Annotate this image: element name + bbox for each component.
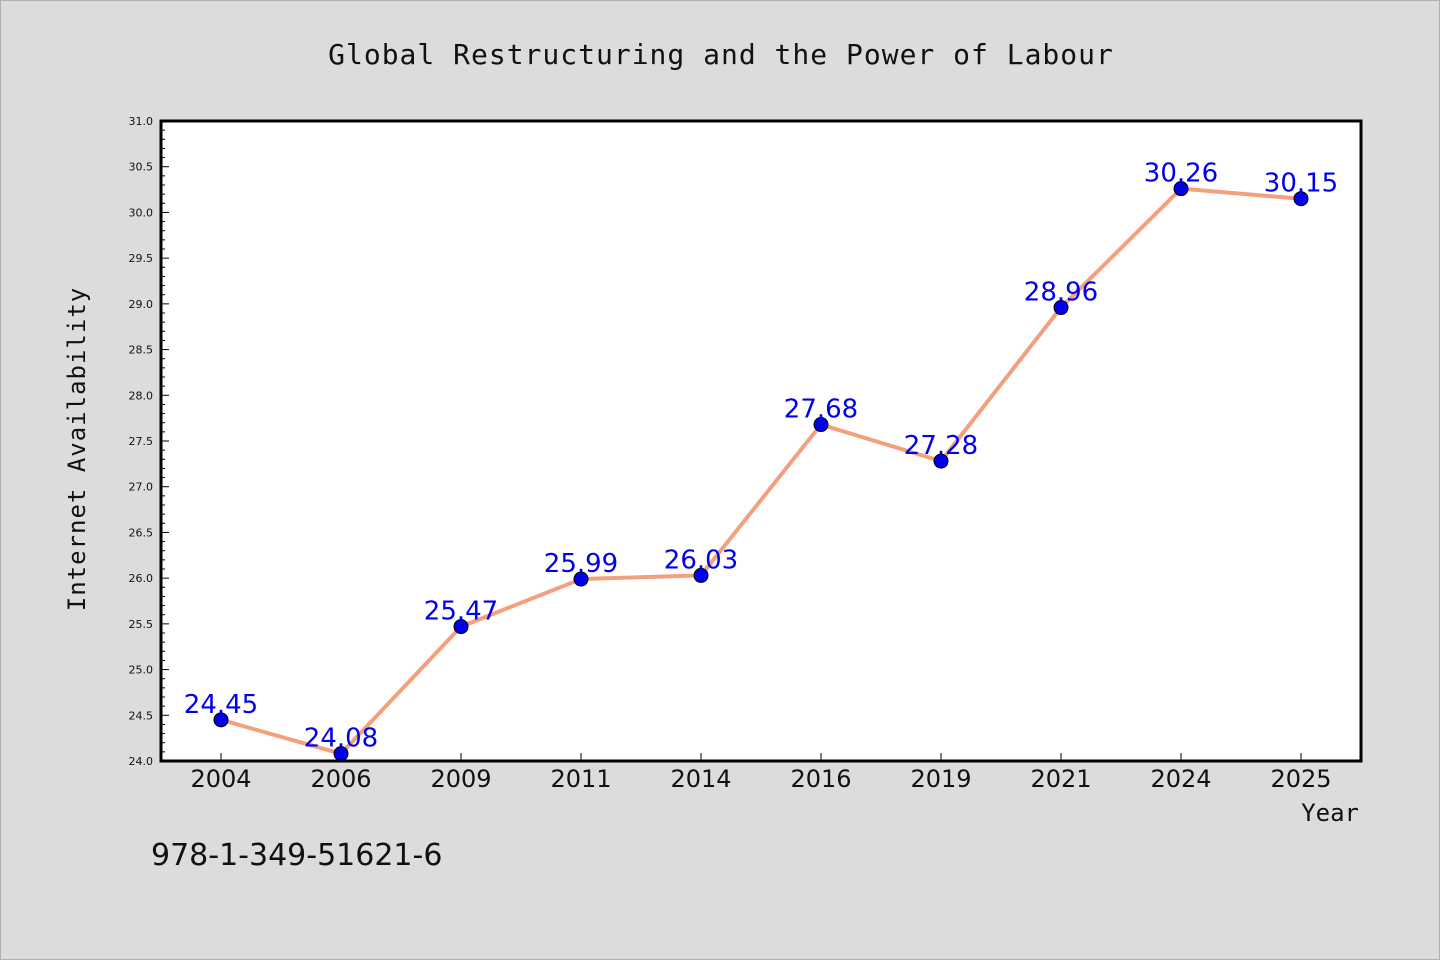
data-point xyxy=(453,619,469,635)
data-label: 24.08 xyxy=(304,724,378,754)
data-label: 27.68 xyxy=(784,395,858,425)
chart-title: Global Restructuring and the Power of La… xyxy=(328,38,1114,71)
y-tick-label: 29.5 xyxy=(129,252,154,265)
y-tick-label: 27.0 xyxy=(129,481,154,494)
x-axis-label: Year xyxy=(1301,799,1359,827)
data-label: 25.99 xyxy=(544,549,618,579)
data-label: 26.03 xyxy=(664,545,738,575)
series-line-group xyxy=(219,186,1303,756)
x-tick-label: 2016 xyxy=(790,765,851,793)
y-axis-ticks: 24.0 24.5 25.0 25.5 26.0 26.5 27.0 27.5 28.0 28.5… xyxy=(129,115,169,768)
x-tick-label: 2021 xyxy=(1030,765,1091,793)
x-tick-label: 2019 xyxy=(910,765,971,793)
data-point xyxy=(213,712,229,728)
data-label: 25.47 xyxy=(424,597,498,627)
plot-area xyxy=(161,121,1361,761)
plot-frame xyxy=(159,119,1363,763)
x-tick-label: 2009 xyxy=(430,765,491,793)
x-tick-label: 2011 xyxy=(550,765,611,793)
y-tick-label: 25.5 xyxy=(129,618,154,631)
x-axis-ticks: 2004 2006 2009 2011 2014 2016 2019 2021 2024 2025 xyxy=(190,753,1332,793)
data-point xyxy=(1293,191,1309,207)
data-label: 28.96 xyxy=(1024,278,1098,308)
x-tick-label: 2014 xyxy=(670,765,731,793)
data-points xyxy=(213,181,1309,762)
data-label: 30.26 xyxy=(1144,159,1218,189)
y-tick-label: 27.5 xyxy=(129,435,154,448)
y-tick-label: 25.0 xyxy=(129,664,154,677)
annotation-text: 978-1-349-51621-6 xyxy=(151,838,442,873)
y-tick-label: 28.5 xyxy=(129,344,154,357)
data-label: 24.45 xyxy=(184,690,258,720)
y-tick-label: 24.0 xyxy=(129,755,154,768)
y-tick-label: 31.0 xyxy=(129,115,154,128)
data-point xyxy=(813,417,829,433)
data-labels: 24.45 24.08 25.47 25.99 26.03 27.68 27.28 28.96… xyxy=(184,159,1338,754)
y-axis-label: Internet Availability xyxy=(63,287,91,611)
y-tick-label: 29.0 xyxy=(129,298,154,311)
y-tick-label: 26.5 xyxy=(129,526,154,539)
series-line xyxy=(219,186,1303,756)
x-tick-label: 2024 xyxy=(1150,765,1211,793)
data-point xyxy=(693,567,709,583)
x-tick-label: 2025 xyxy=(1270,765,1331,793)
y-tick-label: 28.0 xyxy=(129,389,154,402)
data-label: 30.15 xyxy=(1264,169,1338,199)
y-tick-label: 24.5 xyxy=(129,709,154,722)
y-tick-label: 30.5 xyxy=(129,161,154,174)
y-tick-label: 30.0 xyxy=(129,206,154,219)
data-point xyxy=(933,453,949,469)
x-tick-label: 2006 xyxy=(310,765,371,793)
x-tick-label: 2004 xyxy=(190,765,251,793)
data-point xyxy=(1053,300,1069,316)
data-label: 27.28 xyxy=(904,431,978,461)
data-point xyxy=(573,571,589,587)
y-tick-label: 26.0 xyxy=(129,572,154,585)
data-point xyxy=(1173,181,1189,197)
